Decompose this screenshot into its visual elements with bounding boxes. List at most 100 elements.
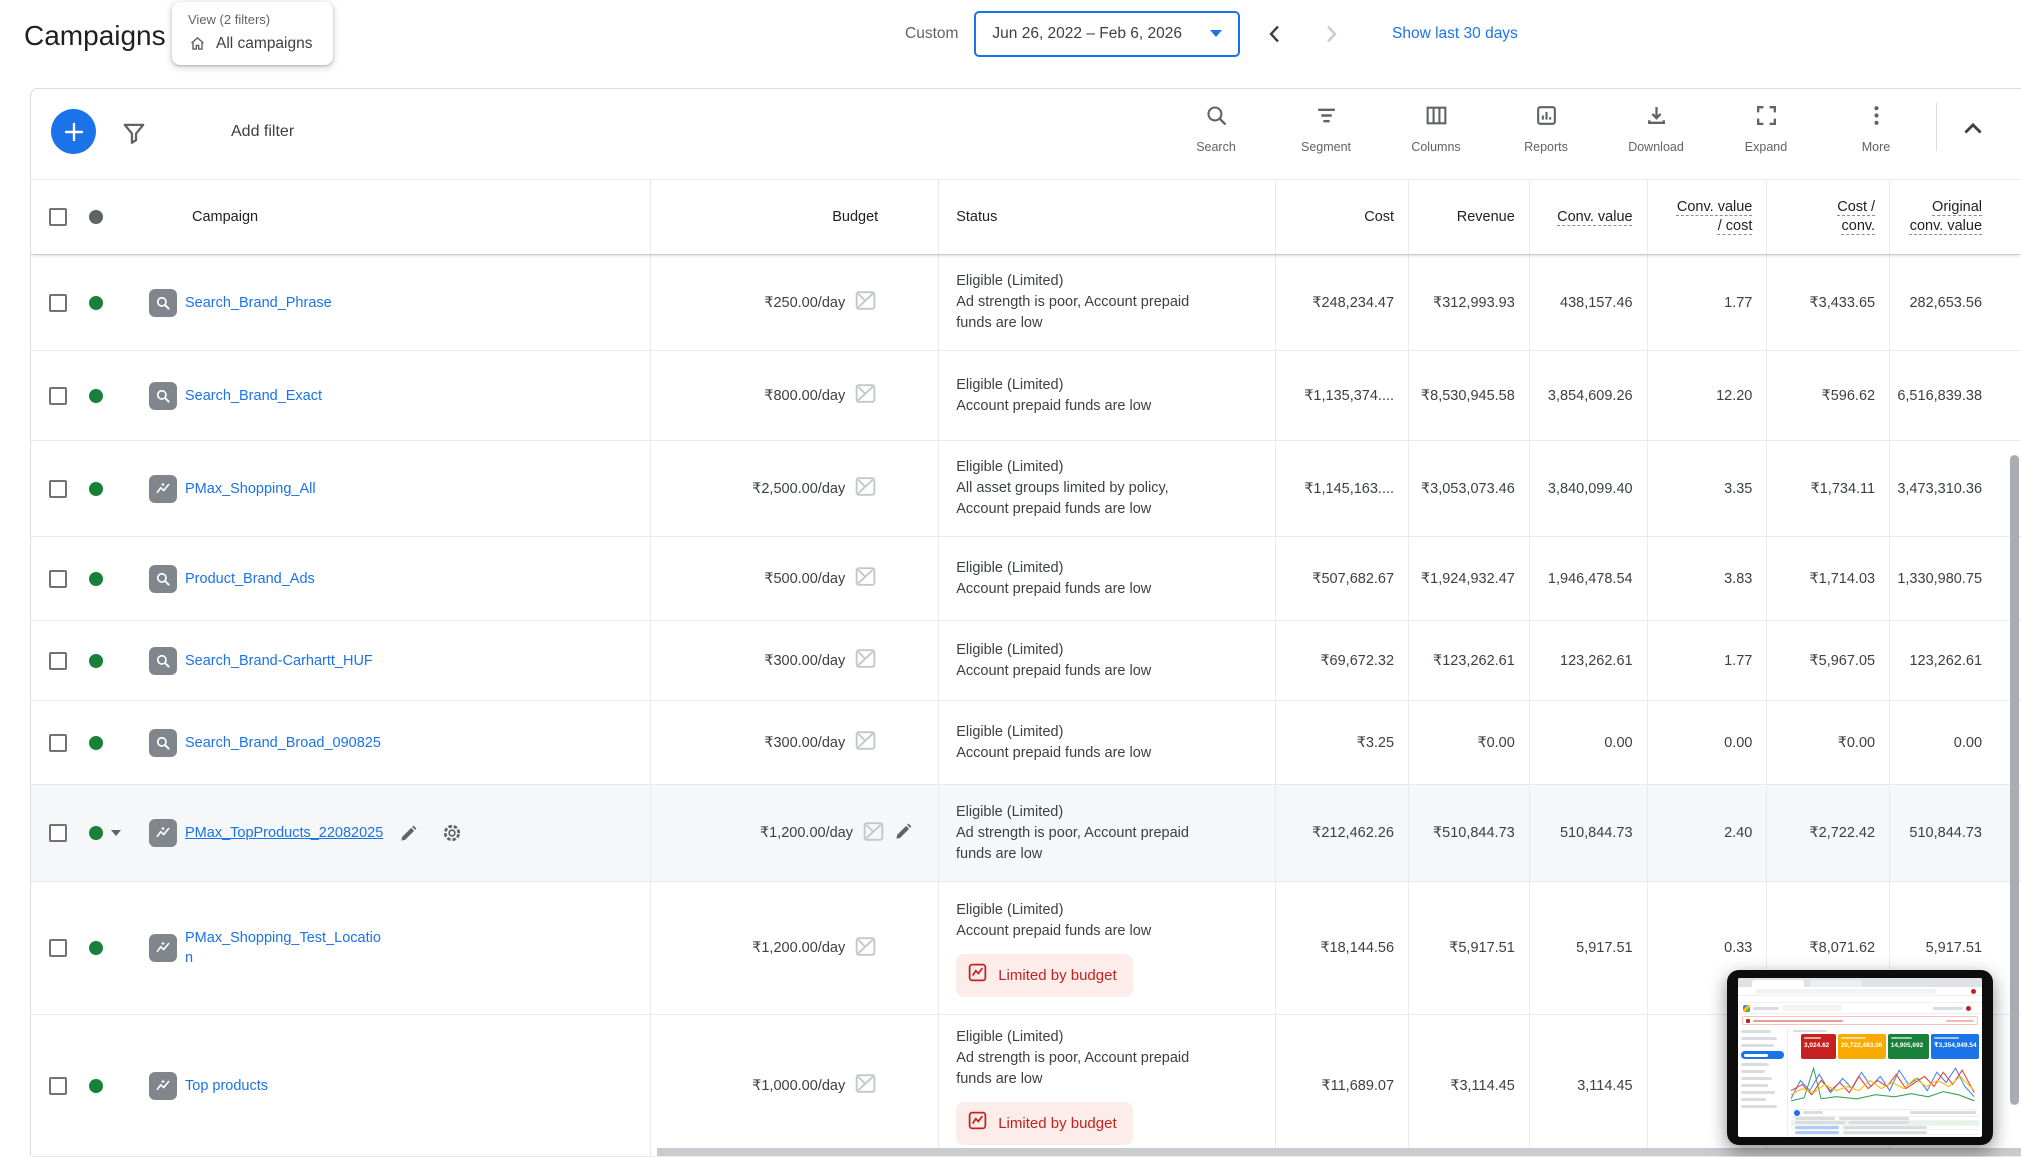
campaign-link[interactable]: Search_Brand_Phrase [185,294,332,311]
edit-budget-pencil-icon[interactable] [894,821,914,845]
status-reason-link[interactable]: All asset groups limited by policy, Acco… [956,480,1169,517]
col-header-budget[interactable]: Budget [651,180,940,254]
enabled-status-dot[interactable] [89,735,103,750]
status-link[interactable]: Eligible (Limited) [956,1028,1064,1045]
campaign-link[interactable]: PMax_Shopping_Test_Location [185,930,381,966]
date-range-picker[interactable]: Jun 26, 2022 – Feb 6, 2026 [974,10,1241,57]
pip-stat-conv-value: 20,722,483.96 [1837,1033,1886,1059]
table-row: Product_Brand_Ads ₹500.00/day Eligible (… [31,537,2021,621]
segment-button[interactable]: Segment [1271,89,1381,154]
budget-cell: ₹500.00/day [651,537,940,620]
limited-by-budget-badge[interactable]: Limited by budget [956,1101,1133,1145]
budget-value[interactable]: ₹1,200.00/day [759,825,853,841]
budget-value[interactable]: ₹300.00/day [764,734,846,751]
filter-icon[interactable] [121,120,147,151]
row-checkbox[interactable] [49,386,67,405]
enabled-status-dot[interactable] [89,826,103,840]
status-reason-link[interactable]: Ad strength is poor, Account prepaid fun… [956,294,1190,331]
campaign-cell: Top products [31,1015,651,1156]
status-reason-link[interactable]: Ad strength is poor, Account prepaid fun… [956,1049,1190,1087]
budget-value[interactable]: ₹500.00/day [764,570,846,587]
status-reason-link[interactable]: Ad strength is poor, Account prepaid fun… [956,824,1189,862]
enabled-status-dot[interactable] [89,388,103,403]
campaign-link[interactable]: PMax_Shopping_All [185,480,316,497]
date-range-value: Jun 26, 2022 – Feb 6, 2026 [992,24,1183,42]
row-checkbox[interactable] [49,1076,67,1095]
budget-value[interactable]: ₹1,000.00/day [752,1077,846,1094]
budget-value[interactable]: ₹2,500.00/day [752,480,846,497]
status-link[interactable]: Eligible (Limited) [956,376,1064,393]
enabled-status-dot[interactable] [89,481,103,496]
select-all-checkbox[interactable] [49,208,67,226]
reports-button[interactable]: Reports [1491,89,1601,154]
row-checkbox[interactable] [49,939,67,957]
budget-value[interactable]: ₹1,200.00/day [752,940,846,956]
budget-value[interactable]: ₹300.00/day [764,652,846,669]
next-period-button[interactable] [1318,21,1344,47]
table-row: PMax_Shopping_All ₹2,500.00/day Eligible… [31,441,2021,537]
picture-in-picture-window[interactable]: 3,024.62 20,722,483.96 14,905,692 ₹3,354… [1727,970,1993,1145]
col-header-revenue[interactable]: Revenue [1409,180,1530,254]
col-header-cost[interactable]: Cost [1276,180,1410,254]
row-checkbox[interactable] [49,651,67,670]
conv-value-cost-cell: 0.33 [1648,882,1768,1014]
col-header-status[interactable]: Status [939,180,1277,254]
status-link[interactable]: Eligible (Limited) [956,559,1064,576]
campaign-link[interactable]: Search_Brand-Carhartt_HUF [185,652,373,669]
add-filter-button[interactable]: Add filter [231,123,295,140]
status-link[interactable]: Eligible (Limited) [956,641,1064,658]
status-reason-link[interactable]: Account prepaid funds are low [956,662,1152,679]
row-checkbox[interactable] [49,733,67,752]
status-reason-link[interactable]: Account prepaid funds are low [956,744,1152,761]
pip-main-area: 3,024.62 20,722,483.96 14,905,692 ₹3,354… [1788,1027,1982,1137]
col-header-original-conv-value[interactable]: Original conv. value [1909,199,1983,234]
status-link[interactable]: Eligible (Limited) [956,273,1064,289]
conv-value-cost-cell: 1.77 [1648,255,1768,350]
campaign-link[interactable]: Search_Brand_Exact [185,387,323,404]
add-campaign-button[interactable] [51,109,96,154]
budget-value[interactable]: ₹800.00/day [764,387,846,404]
enabled-status-dot[interactable] [89,571,103,586]
collapse-table-chevron-up-icon[interactable] [1959,115,1987,148]
columns-button[interactable]: Columns [1381,89,1491,154]
status-reason-link[interactable]: Account prepaid funds are low [956,397,1152,414]
status-dropdown-caret-icon[interactable] [111,830,121,836]
edit-campaign-pencil-icon[interactable] [399,823,419,843]
horizontal-scrollbar-thumb[interactable] [657,1148,2021,1156]
enabled-status-dot[interactable] [89,1078,103,1093]
status-reason-link[interactable]: Account prepaid funds are low [956,580,1152,597]
status-link[interactable]: Eligible (Limited) [956,901,1064,918]
row-checkbox[interactable] [49,293,67,312]
enabled-status-dot[interactable] [89,295,103,310]
download-button[interactable]: Download [1601,89,1711,154]
campaign-link[interactable]: Top products [185,1077,269,1094]
budget-cell: ₹2,500.00/day [651,441,940,536]
campaign-link[interactable]: PMax_TopProducts_22082025 [185,825,384,841]
show-last-30-days-link[interactable]: Show last 30 days [1392,24,1518,42]
previous-period-button[interactable] [1262,21,1288,47]
more-button[interactable]: More [1821,89,1931,154]
limited-by-budget-badge[interactable]: Limited by budget [956,953,1133,997]
campaign-settings-gear-icon[interactable] [441,822,463,844]
expand-button[interactable]: Expand [1711,89,1821,154]
row-checkbox[interactable] [49,479,67,498]
budget-value[interactable]: ₹250.00/day [764,294,846,311]
enabled-status-dot[interactable] [89,653,103,668]
col-header-conv-value[interactable]: Conv. value [1530,180,1648,254]
pip-table-row [1791,1130,1979,1135]
row-checkbox[interactable] [49,569,67,588]
col-header-cost-conv[interactable]: Cost / conv. [1767,180,1891,254]
enabled-status-dot[interactable] [89,941,103,955]
col-header-conv-value-cost[interactable]: Conv. value / cost [1648,180,1768,254]
search-button[interactable]: Search [1161,89,1271,154]
status-link[interactable]: Eligible (Limited) [956,723,1064,740]
cost-conv-cell: ₹2,722.42 [1767,785,1891,881]
campaign-link[interactable]: Product_Brand_Ads [185,570,315,587]
vertical-scrollbar-thumb[interactable] [2010,455,2019,1105]
status-link[interactable]: Eligible (Limited) [956,459,1064,475]
status-reason-link[interactable]: Account prepaid funds are low [956,922,1152,939]
status-link[interactable]: Eligible (Limited) [956,803,1064,820]
col-header-campaign[interactable]: Campaign [192,209,259,225]
campaign-link[interactable]: Search_Brand_Broad_090825 [185,734,381,751]
row-checkbox[interactable] [49,824,67,842]
